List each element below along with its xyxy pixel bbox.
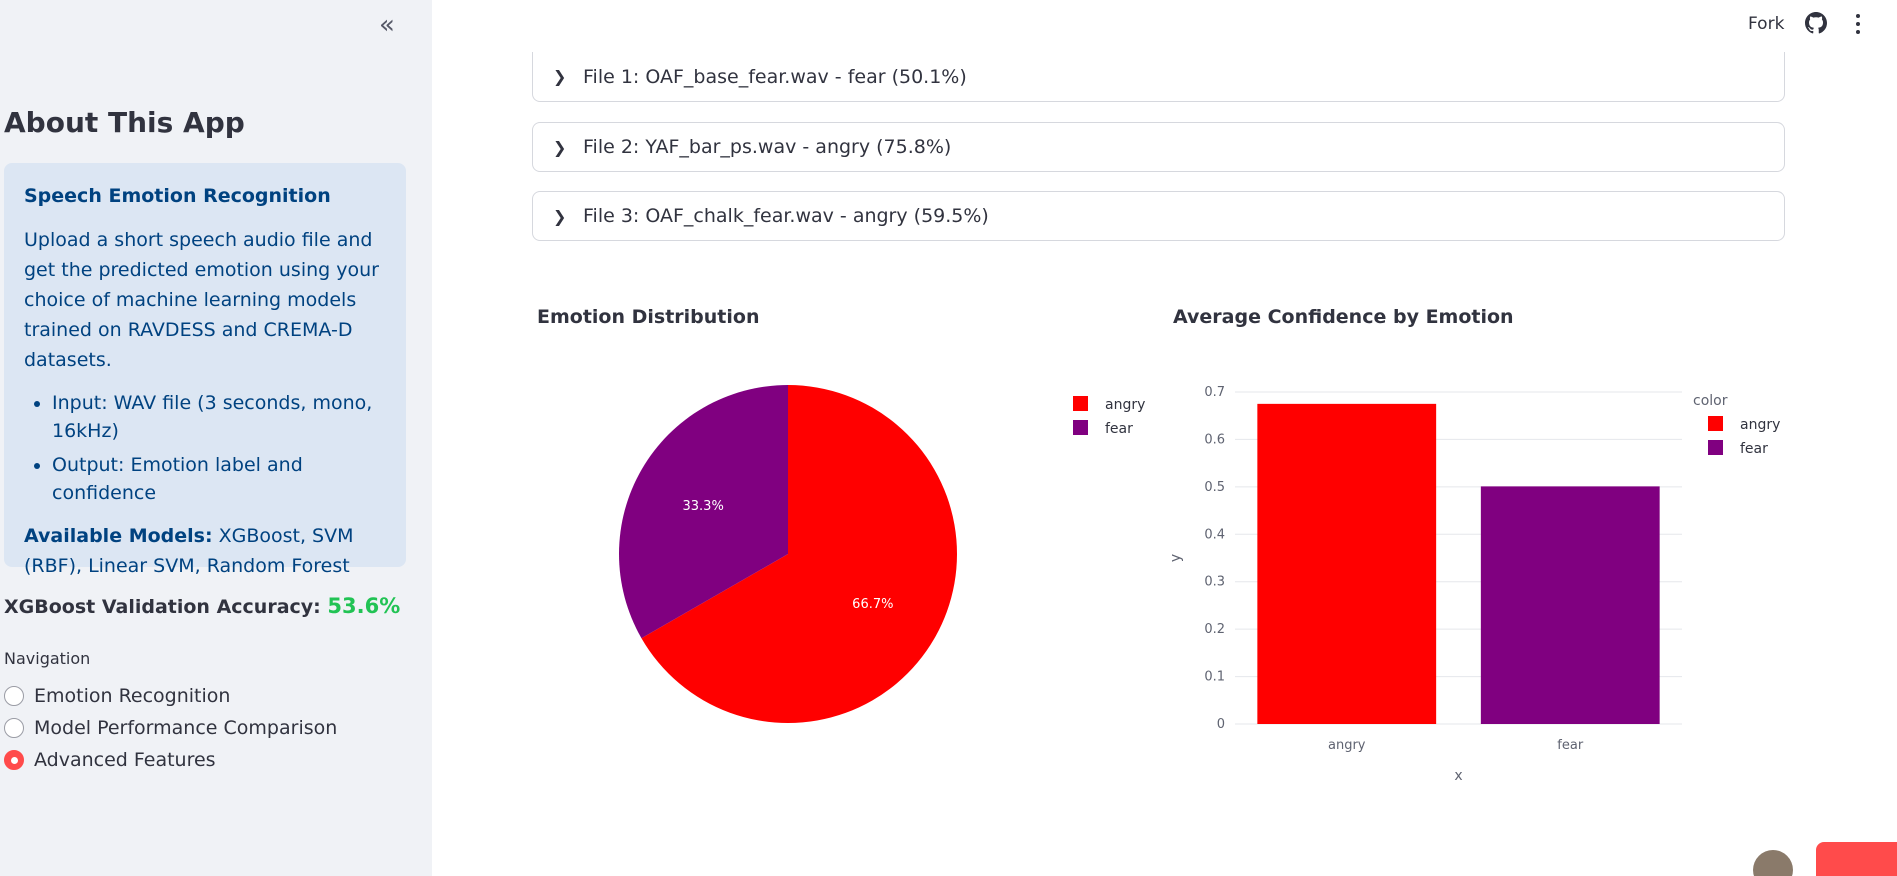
validation-accuracy: XGBoost Validation Accuracy: 53.6% <box>4 594 400 618</box>
legend-title: color <box>1693 393 1728 409</box>
file-expander-label: File 2: YAF_bar_ps.wav - angry (75.8%) <box>583 136 952 158</box>
nav-option-model-performance[interactable]: Model Performance Comparison <box>4 712 337 744</box>
info-box-title: Speech Emotion Recognition <box>24 185 331 207</box>
file-expander-label: File 3: OAF_chalk_fear.wav - angry (59.5… <box>583 205 989 227</box>
streamlit-badge-button[interactable] <box>1816 842 1897 876</box>
nav-option-advanced-features[interactable]: Advanced Features <box>4 744 337 776</box>
avatar[interactable] <box>1753 850 1793 876</box>
legend-swatch-fear <box>1073 420 1088 435</box>
y-tick-label: 0.4 <box>1204 527 1225 542</box>
info-box-description: Upload a short speech audio file and get… <box>24 229 379 371</box>
nav-option-label: Advanced Features <box>34 749 216 771</box>
sidebar: « About This App Speech Emotion Recognit… <box>0 0 432 876</box>
bar-fear <box>1480 486 1660 724</box>
y-tick-label: 0 <box>1217 717 1225 732</box>
navigation-radio-group: Emotion Recognition Model Performance Co… <box>4 680 337 776</box>
x-tick-label: fear <box>1557 738 1584 753</box>
legend-swatch-angry <box>1708 416 1723 431</box>
bullet-output: Output: Emotion label and confidence <box>52 451 386 507</box>
file-expander-label: File 1: OAF_base_fear.wav - fear (50.1%) <box>583 65 967 88</box>
fork-button[interactable]: Fork <box>1748 14 1785 34</box>
about-title: About This App <box>4 106 245 139</box>
pie-slice-label: 33.3% <box>683 499 724 514</box>
y-axis-label: y <box>1168 554 1184 562</box>
bar-chart-title: Average Confidence by Emotion <box>1173 306 1514 328</box>
file-expander-1[interactable]: ❯ File 1: OAF_base_fear.wav - fear (50.1… <box>532 52 1785 102</box>
accuracy-label: XGBoost Validation Accuracy: <box>4 596 328 618</box>
chevron-right-icon: ❯ <box>553 67 567 86</box>
nav-option-label: Model Performance Comparison <box>34 717 338 739</box>
models-value: XGBoost, SVM (RBF), Linear SVM, Random F… <box>24 525 354 577</box>
available-models: Available Models: XGBoost, SVM (RBF), Li… <box>24 521 386 581</box>
chevrons-left-icon[interactable]: « <box>379 10 395 40</box>
radio-button[interactable] <box>4 718 24 738</box>
legend-label: fear <box>1740 441 1768 457</box>
bar-angry <box>1257 403 1437 724</box>
github-icon[interactable] <box>1805 12 1827 34</box>
pie-chart-title: Emotion Distribution <box>537 306 760 328</box>
navigation-label: Navigation <box>4 649 91 668</box>
y-tick-label: 0.5 <box>1204 480 1225 495</box>
y-tick-label: 0.3 <box>1204 575 1225 590</box>
emotion-distribution-pie-chart: 66.7% 33.3% angry fear <box>619 384 1145 723</box>
info-box: Speech Emotion Recognition Upload a shor… <box>4 163 406 577</box>
bullet-input: Input: WAV file (3 seconds, mono, 16kHz) <box>52 389 386 445</box>
pie-slice-label: 66.7% <box>852 597 893 612</box>
y-tick-label: 0.2 <box>1204 622 1225 637</box>
chevron-right-icon: ❯ <box>553 137 567 157</box>
pie-slice-angry <box>641 385 957 723</box>
y-tick-label: 0.7 <box>1204 385 1225 400</box>
nav-option-label: Emotion Recognition <box>34 685 231 707</box>
legend-swatch-angry <box>1073 396 1088 411</box>
x-axis-label: x <box>1454 768 1462 784</box>
file-expander-2[interactable]: ❯ File 2: YAF_bar_ps.wav - angry (75.8%) <box>532 122 1785 172</box>
more-vertical-icon[interactable] <box>1848 12 1868 36</box>
file-expander-3[interactable]: ❯ File 3: OAF_chalk_fear.wav - angry (59… <box>532 191 1785 241</box>
legend-label: angry <box>1105 397 1145 413</box>
info-box-bullets: Input: WAV file (3 seconds, mono, 16kHz)… <box>52 389 386 507</box>
chevron-right-icon: ❯ <box>553 206 567 226</box>
y-tick-label: 0.6 <box>1204 432 1225 447</box>
legend-swatch-fear <box>1708 440 1723 455</box>
accuracy-value: 53.6% <box>327 594 401 618</box>
nav-option-emotion-recognition[interactable]: Emotion Recognition <box>4 680 337 712</box>
y-tick-label: 0.1 <box>1204 670 1225 685</box>
radio-button[interactable] <box>4 686 24 706</box>
radio-button-selected[interactable] <box>4 750 24 770</box>
legend-label: angry <box>1740 417 1780 433</box>
legend-label: fear <box>1105 421 1133 437</box>
x-tick-label: angry <box>1328 738 1366 753</box>
models-label: Available Models: <box>24 525 213 547</box>
pie-slice-fear <box>619 384 788 639</box>
